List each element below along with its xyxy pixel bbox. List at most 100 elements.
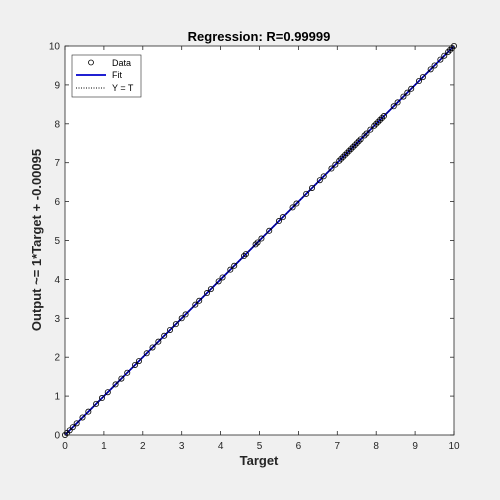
data-point bbox=[275, 218, 282, 225]
data-point bbox=[149, 344, 156, 351]
data-point bbox=[363, 130, 370, 137]
data-point bbox=[404, 89, 411, 96]
data-point bbox=[431, 62, 438, 69]
data-point bbox=[349, 144, 356, 151]
data-point bbox=[408, 85, 415, 92]
data-point bbox=[303, 190, 310, 197]
y-tick-label: 4 bbox=[54, 275, 60, 286]
x-tick-label: 6 bbox=[296, 441, 302, 452]
legend-box bbox=[71, 54, 142, 98]
data-point bbox=[357, 136, 364, 143]
data-point bbox=[258, 235, 265, 242]
data-point bbox=[375, 118, 382, 125]
data-point bbox=[447, 46, 454, 53]
legend-data-marker bbox=[88, 59, 94, 66]
data-point bbox=[353, 140, 360, 147]
data-point bbox=[351, 142, 358, 149]
data-point bbox=[242, 251, 249, 258]
x-tick-label: 10 bbox=[448, 441, 460, 452]
data-point bbox=[178, 315, 185, 322]
data-point bbox=[155, 338, 162, 345]
x-tick-label: 0 bbox=[62, 441, 68, 452]
data-point bbox=[227, 266, 234, 273]
data-point bbox=[196, 297, 203, 304]
y-tick-label: 2 bbox=[54, 353, 60, 364]
data-point bbox=[338, 155, 345, 162]
x-tick-label: 2 bbox=[140, 441, 146, 452]
data-point bbox=[79, 414, 86, 421]
data-point bbox=[390, 103, 397, 110]
y-tick-label: 0 bbox=[54, 431, 60, 442]
legend-identity-label: Y = T bbox=[112, 83, 134, 93]
data-point bbox=[231, 262, 238, 269]
legend: Data Fit Y = T bbox=[71, 54, 142, 98]
data-point bbox=[445, 48, 452, 55]
data-point bbox=[219, 274, 226, 281]
y-axis-label: Output ~= 1*Target + -0.00095 bbox=[29, 149, 44, 331]
data-point bbox=[415, 78, 422, 85]
data-point bbox=[279, 214, 286, 221]
x-tick-label: 3 bbox=[179, 441, 185, 452]
data-point bbox=[320, 173, 327, 180]
data-point bbox=[266, 227, 273, 234]
data-point bbox=[367, 126, 374, 133]
data-point bbox=[192, 301, 199, 308]
data-point bbox=[342, 151, 349, 158]
y-tick-label: 1 bbox=[54, 392, 60, 403]
y-tick-label: 8 bbox=[54, 119, 60, 130]
data-point bbox=[400, 93, 407, 100]
data-point bbox=[373, 120, 380, 127]
data-point bbox=[332, 161, 339, 168]
data-point bbox=[427, 66, 434, 73]
data-point bbox=[104, 389, 111, 396]
data-point bbox=[355, 138, 362, 145]
data-point bbox=[215, 278, 222, 285]
data-point bbox=[340, 153, 347, 160]
data-point bbox=[379, 114, 386, 121]
data-point bbox=[66, 427, 73, 434]
data-point bbox=[167, 326, 174, 333]
data-point bbox=[112, 381, 119, 388]
data-point bbox=[394, 99, 401, 106]
data-point bbox=[380, 113, 387, 120]
axis-ticks: 0 1 2 3 4 5 6 7 8 9 10 0 1 2 3 4 5 6 7 8 9 10 bbox=[49, 42, 460, 453]
data-points bbox=[62, 43, 457, 438]
data-point bbox=[371, 122, 378, 129]
y-tick-label: 10 bbox=[49, 42, 61, 53]
data-point bbox=[441, 52, 448, 59]
data-point bbox=[85, 408, 92, 415]
data-point bbox=[135, 358, 142, 365]
data-point bbox=[93, 400, 100, 407]
data-point bbox=[254, 239, 261, 246]
x-tick-label: 8 bbox=[373, 441, 379, 452]
data-point bbox=[98, 395, 105, 402]
data-point bbox=[361, 132, 368, 139]
data-point bbox=[161, 332, 168, 339]
data-point bbox=[347, 146, 354, 153]
y-tick-label: 9 bbox=[54, 80, 60, 91]
data-point bbox=[328, 165, 335, 172]
data-point bbox=[437, 56, 444, 63]
data-point bbox=[293, 200, 300, 207]
y-tick-label: 6 bbox=[54, 197, 60, 208]
data-point bbox=[336, 157, 343, 164]
data-point bbox=[419, 74, 426, 81]
y-tick-label: 3 bbox=[54, 314, 60, 325]
data-point bbox=[73, 420, 80, 427]
data-point bbox=[240, 253, 247, 260]
legend-fit-label: Fit bbox=[112, 70, 122, 80]
x-tick-label: 7 bbox=[335, 441, 341, 452]
data-point bbox=[316, 177, 323, 184]
data-point bbox=[309, 184, 316, 191]
y-tick-label: 7 bbox=[54, 158, 60, 169]
data-point bbox=[143, 350, 150, 357]
data-point bbox=[118, 375, 125, 382]
data-point bbox=[124, 369, 131, 376]
data-point bbox=[345, 148, 352, 155]
x-tick-label: 4 bbox=[218, 441, 224, 452]
x-axis-label: Target bbox=[240, 453, 279, 468]
data-point bbox=[69, 424, 76, 431]
x-tick-label: 5 bbox=[257, 441, 263, 452]
x-tick-label: 1 bbox=[101, 441, 107, 452]
